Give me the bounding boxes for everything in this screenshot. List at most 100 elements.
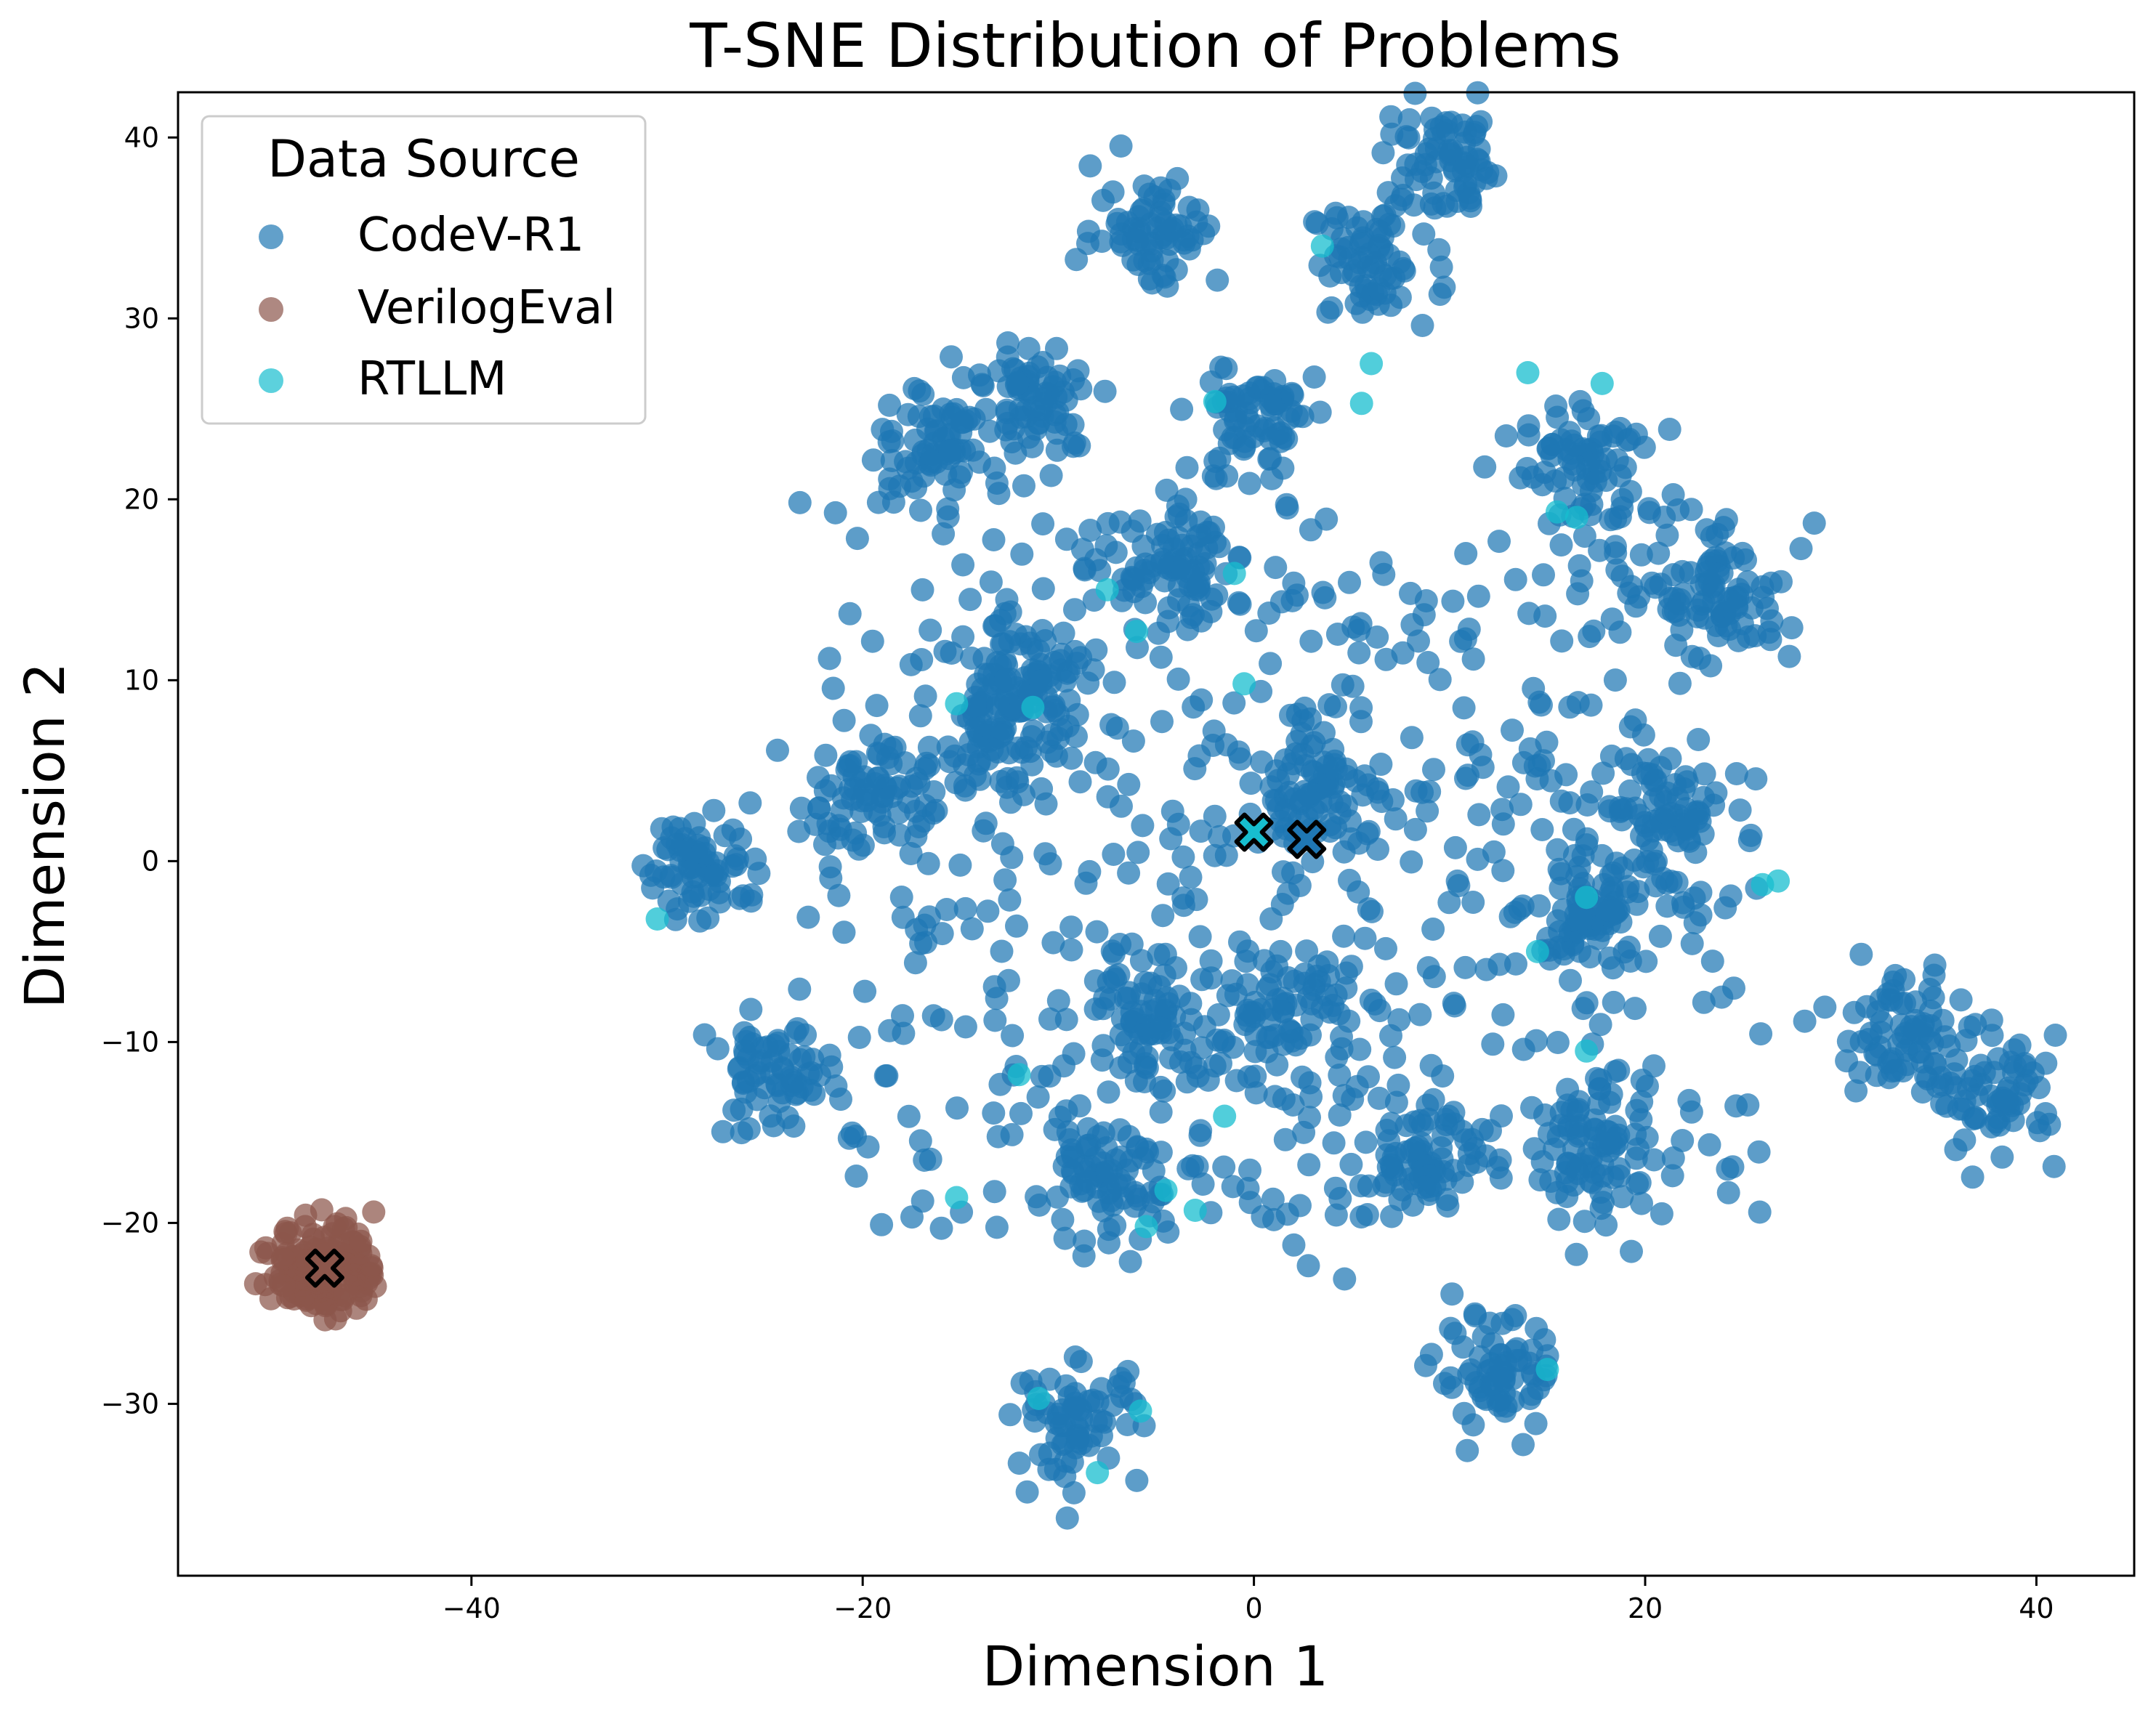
point-codev-r1 — [1116, 987, 1140, 1011]
point-codev-r1 — [1335, 764, 1359, 788]
point-codev-r1 — [1354, 1130, 1378, 1154]
point-codev-r1 — [1065, 702, 1089, 726]
point-codev-r1 — [1291, 1065, 1314, 1089]
point-codev-r1 — [982, 1101, 1006, 1125]
point-codev-r1 — [1517, 423, 1541, 447]
point-codev-r1 — [1672, 777, 1696, 801]
point-codev-r1 — [1626, 1172, 1650, 1196]
point-codev-r1 — [1793, 1009, 1817, 1033]
point-codev-r1 — [1020, 434, 1044, 458]
point-rtllm — [1575, 1039, 1599, 1063]
point-codev-r1 — [1610, 1185, 1634, 1209]
point-verilogeval — [362, 1200, 386, 1224]
point-codev-r1 — [1638, 501, 1661, 525]
point-codev-r1 — [938, 750, 961, 774]
point-codev-r1 — [963, 694, 987, 718]
point-codev-r1 — [1099, 987, 1123, 1011]
point-codev-r1 — [1370, 790, 1394, 814]
point-codev-r1 — [913, 913, 937, 937]
point-codev-r1 — [1566, 1162, 1590, 1186]
x-axis-ticks: −40 −20 0 20 40 — [443, 1576, 2054, 1624]
point-codev-r1 — [1121, 729, 1145, 753]
point-codev-r1 — [1290, 721, 1314, 745]
point-codev-r1 — [1204, 466, 1228, 490]
point-rtllm — [1590, 371, 1614, 395]
point-codev-r1 — [1437, 891, 1461, 915]
point-codev-r1 — [978, 419, 1001, 443]
point-codev-r1 — [1281, 1093, 1305, 1117]
point-codev-r1 — [1128, 509, 1152, 533]
point-codev-r1 — [1432, 275, 1456, 299]
point-codev-r1 — [1276, 762, 1300, 786]
point-codev-r1 — [1641, 819, 1665, 843]
point-codev-r1 — [1724, 1094, 1748, 1118]
point-codev-r1 — [1496, 775, 1520, 799]
point-codev-r1 — [1728, 798, 1752, 822]
point-codev-r1 — [1599, 508, 1623, 532]
point-codev-r1 — [1160, 799, 1184, 823]
point-codev-r1 — [1979, 1008, 2003, 1032]
point-codev-r1 — [1602, 899, 1626, 923]
point-codev-r1 — [1719, 589, 1743, 613]
point-codev-r1 — [1391, 1178, 1415, 1202]
point-codev-r1 — [1100, 939, 1124, 963]
point-codev-r1 — [823, 501, 847, 525]
point-codev-r1 — [1025, 355, 1049, 379]
point-codev-r1 — [1491, 812, 1515, 836]
point-codev-r1 — [1835, 1049, 1859, 1073]
point-codev-r1 — [1338, 570, 1361, 594]
point-codev-r1 — [1123, 1181, 1147, 1204]
point-codev-r1 — [1203, 450, 1227, 473]
point-codev-r1 — [738, 791, 762, 815]
point-codev-r1 — [1629, 543, 1653, 567]
point-codev-r1 — [1332, 1084, 1356, 1108]
point-codev-r1 — [1184, 210, 1208, 234]
point-codev-r1 — [1429, 255, 1453, 279]
point-codev-r1 — [1251, 1204, 1275, 1228]
point-codev-r1 — [1647, 541, 1671, 565]
point-codev-r1 — [1452, 696, 1476, 720]
point-codev-r1 — [1259, 907, 1283, 931]
point-codev-r1 — [1293, 779, 1317, 803]
point-codev-r1 — [1315, 950, 1339, 974]
point-codev-r1 — [1353, 926, 1377, 950]
point-codev-r1 — [1716, 1157, 1740, 1181]
point-codev-r1 — [958, 588, 982, 612]
point-codev-r1 — [1337, 1009, 1361, 1033]
point-codev-r1 — [1190, 609, 1214, 633]
point-codev-r1 — [1664, 633, 1688, 657]
point-codev-r1 — [1527, 894, 1551, 918]
point-codev-r1 — [1224, 982, 1248, 1006]
point-codev-r1 — [1418, 779, 1442, 803]
point-codev-r1 — [1159, 827, 1183, 851]
point-codev-r1 — [1491, 1003, 1515, 1026]
point-codev-r1 — [1038, 1007, 1062, 1031]
point-codev-r1 — [986, 692, 1010, 716]
y-tick-label: 40 — [124, 121, 159, 153]
point-codev-r1 — [1250, 750, 1274, 774]
point-codev-r1 — [1383, 1045, 1407, 1069]
point-codev-r1 — [1328, 801, 1352, 825]
point-codev-r1 — [1006, 372, 1030, 396]
point-codev-r1 — [918, 618, 942, 642]
point-codev-r1 — [1150, 710, 1174, 734]
point-codev-r1 — [1604, 1114, 1628, 1138]
point-codev-r1 — [917, 735, 941, 759]
legend: Data Source CodeV-R1 VerilogEval RTLLM — [201, 115, 647, 425]
point-codev-r1 — [1610, 487, 1634, 511]
point-codev-r1 — [985, 1215, 1009, 1239]
point-codev-r1 — [1166, 667, 1190, 691]
point-codev-r1 — [1152, 1079, 1176, 1103]
point-codev-r1 — [1478, 1311, 1502, 1335]
point-codev-r1 — [972, 647, 996, 671]
points-layer — [243, 81, 2067, 1530]
point-codev-r1 — [1171, 845, 1195, 869]
point-codev-r1 — [1328, 1186, 1352, 1210]
point-codev-r1 — [1591, 1152, 1615, 1176]
point-codev-r1 — [1078, 154, 1102, 178]
point-codev-r1 — [1419, 1053, 1443, 1077]
point-codev-r1 — [1014, 625, 1038, 649]
point-codev-r1 — [1264, 556, 1288, 580]
point-codev-r1 — [1059, 938, 1083, 962]
point-codev-r1 — [1949, 988, 1973, 1012]
